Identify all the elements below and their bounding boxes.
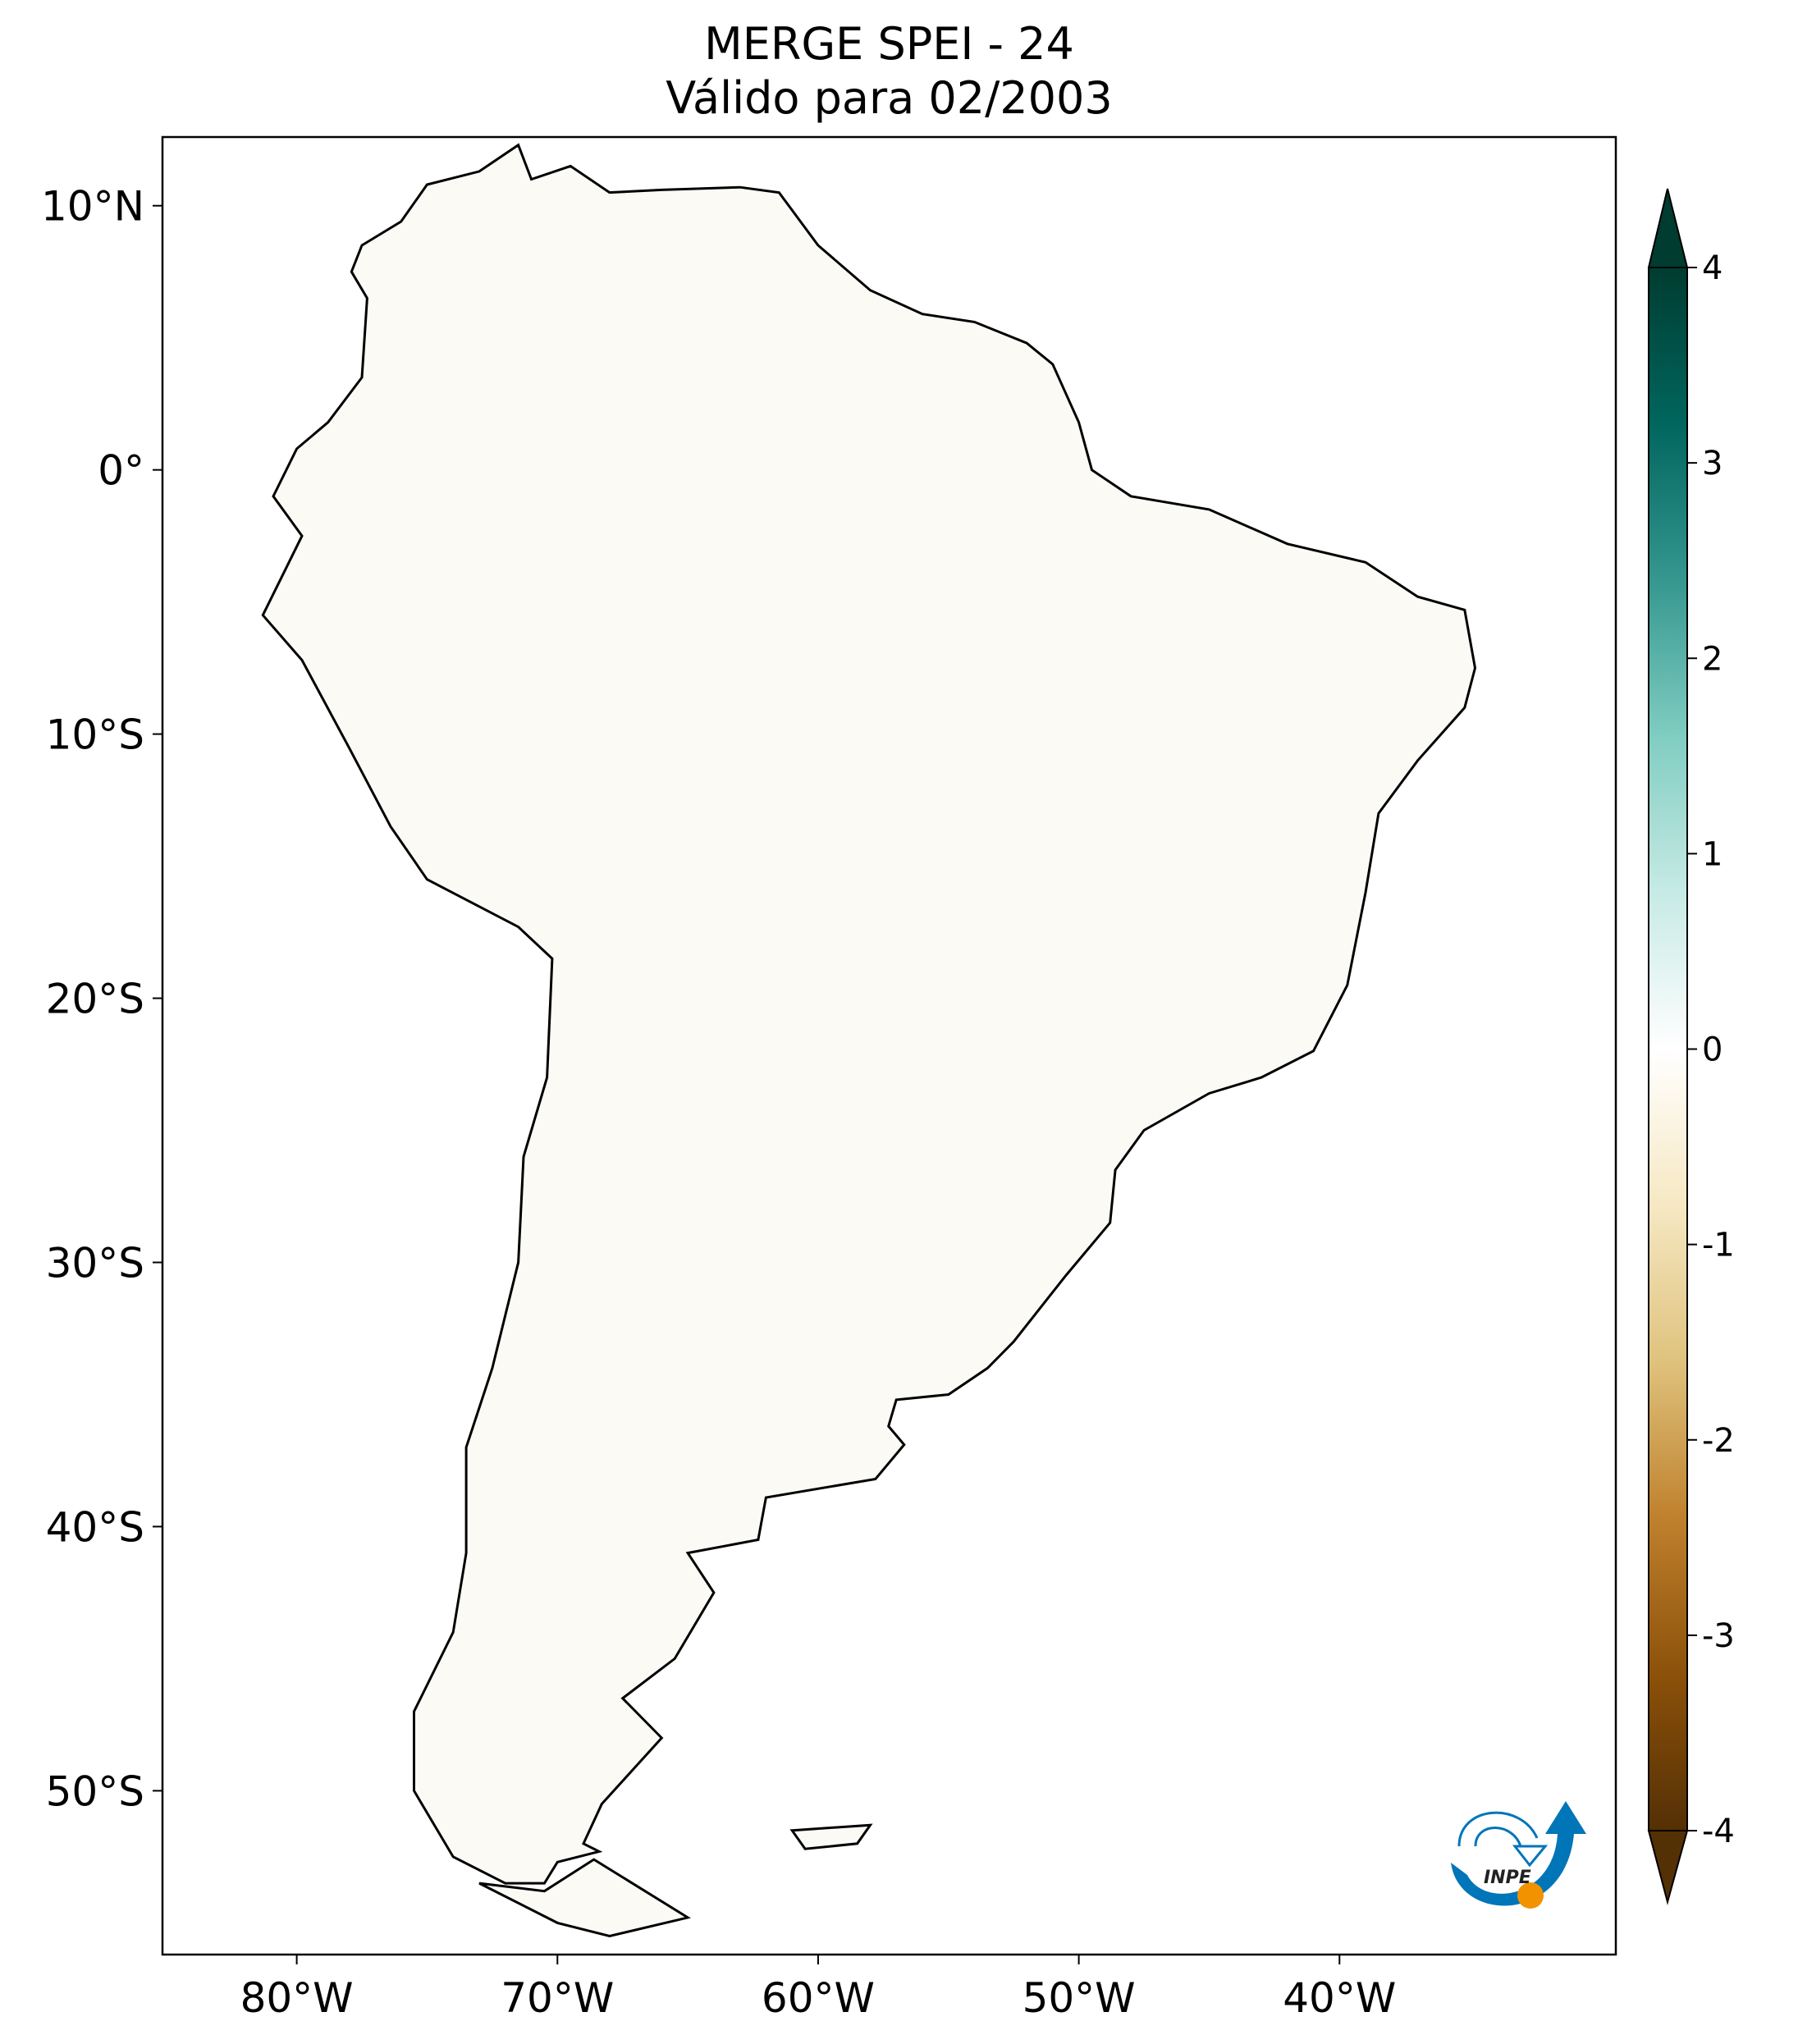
logo-text: INPE bbox=[1484, 1868, 1531, 1888]
chart-title: MERGE SPEI - 24 bbox=[704, 18, 1074, 70]
land-area bbox=[263, 144, 1475, 1937]
colorbar-tick-label: 3 bbox=[1702, 445, 1723, 482]
latitude-axis: 10°N 0° 10°S 20°S 30°S 40°S 50°S bbox=[41, 183, 162, 1815]
colorbar-min-arrow bbox=[1647, 1830, 1689, 1905]
colorbar-tick-label: 4 bbox=[1702, 249, 1723, 287]
coastline bbox=[261, 143, 1477, 1938]
coastline-segment bbox=[478, 1858, 691, 1938]
x-tick-label: 80°W bbox=[240, 1974, 354, 2022]
colorbar-tick-label: -2 bbox=[1702, 1422, 1735, 1460]
y-tick-label: 30°S bbox=[46, 1239, 144, 1287]
colorbar-tick-label: -1 bbox=[1702, 1227, 1735, 1264]
coastline-segment bbox=[789, 1823, 873, 1850]
colorbar-tick-label: 2 bbox=[1702, 640, 1723, 678]
logo-arrow-up-icon bbox=[1451, 1801, 1586, 1906]
x-tick-label: 40°W bbox=[1283, 1974, 1396, 2022]
y-tick-label: 0° bbox=[98, 447, 144, 495]
colorbar-tick-label: -4 bbox=[1702, 1813, 1735, 1850]
longitude-axis: 80°W 70°W 60°W 50°W 40°W bbox=[240, 1955, 1396, 2022]
y-tick-label: 10°N bbox=[41, 183, 144, 231]
colorbar-tick-label: 1 bbox=[1702, 835, 1723, 873]
logo-sun-icon bbox=[1517, 1882, 1544, 1909]
logo-swirl-icon bbox=[1457, 1811, 1539, 1847]
x-tick-label: 70°W bbox=[501, 1974, 614, 2022]
colorbar: 4 3 2 1 0 -1 -2 -3 -4 bbox=[1647, 188, 1735, 1905]
y-tick-label: 40°S bbox=[46, 1503, 144, 1551]
inpe-logo: INPE bbox=[1451, 1801, 1586, 1909]
logo-arrow-down-icon bbox=[1512, 1845, 1549, 1868]
x-tick-label: 50°W bbox=[1023, 1974, 1136, 2022]
colorbar-max-arrow bbox=[1647, 188, 1689, 268]
coastline-segment bbox=[261, 143, 1477, 1885]
y-tick-label: 50°S bbox=[46, 1767, 144, 1815]
y-tick-label: 20°S bbox=[46, 976, 144, 1023]
x-tick-label: 60°W bbox=[762, 1974, 875, 2022]
map-frame bbox=[161, 135, 1617, 1956]
chart-subtitle: Válido para 02/2003 bbox=[666, 72, 1113, 124]
y-tick-label: 10°S bbox=[46, 711, 144, 759]
colorbar-tick-label: -3 bbox=[1702, 1617, 1735, 1655]
colorbar-tick-label: 0 bbox=[1702, 1031, 1723, 1069]
